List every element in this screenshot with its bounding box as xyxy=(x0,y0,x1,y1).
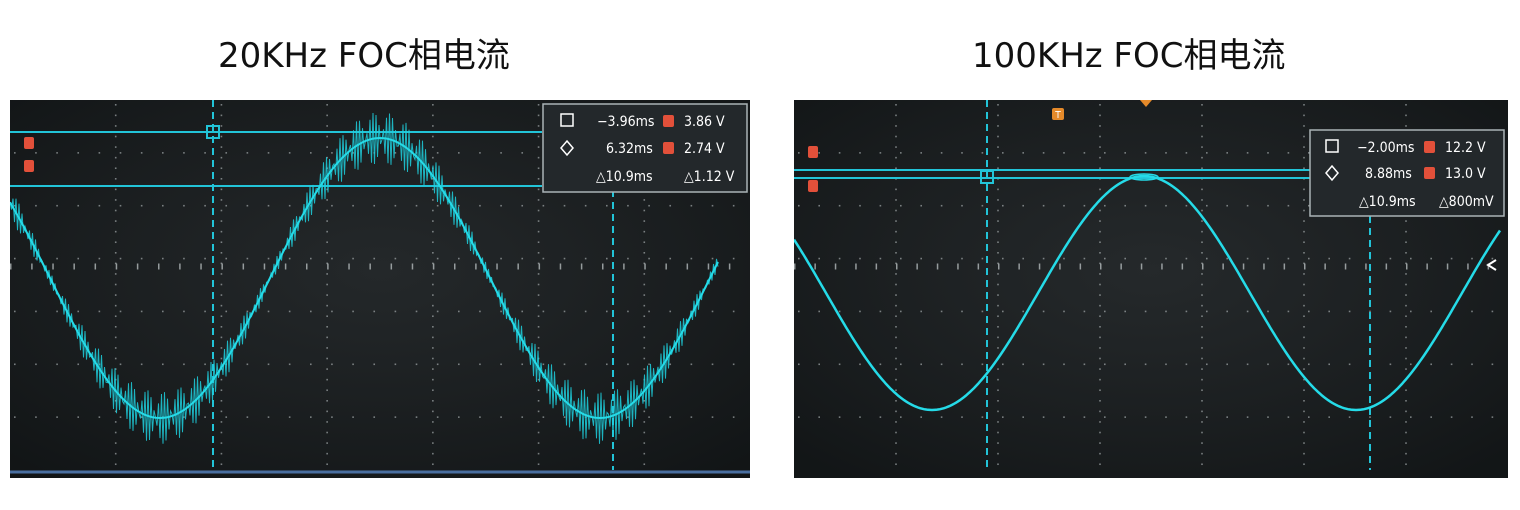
scope-plot-100khz: T −2.00ms 12.2 V 8.88ms 13.0 V △10.9ms △… xyxy=(794,100,1508,478)
level-arrow-icon xyxy=(1486,259,1497,271)
diamond-cursor-icon xyxy=(560,139,574,157)
readout-dv: △800mV xyxy=(1439,194,1494,210)
cursor-readout-box: −2.00ms 12.2 V 8.88ms 13.0 V △10.9ms △80… xyxy=(1309,129,1505,217)
diamond-cursor-icon xyxy=(1325,164,1339,182)
readout-v1: 3.86 V xyxy=(684,114,725,130)
cursor-handle-icon[interactable] xyxy=(206,125,220,139)
channel-marker-icon xyxy=(808,146,818,192)
readout-t2: 6.32ms xyxy=(606,141,653,157)
waveform-ripple xyxy=(10,112,719,444)
scope-plot-20khz: −3.96ms 3.86 V 6.32ms 2.74 V △10.9ms △1.… xyxy=(10,100,750,478)
readout-dt: △10.9ms xyxy=(596,169,653,185)
cursor-handle-icon[interactable] xyxy=(980,170,994,184)
readout-v1: 12.2 V xyxy=(1445,140,1486,156)
waveform-trace xyxy=(794,174,1502,412)
square-cursor-icon xyxy=(1325,139,1339,153)
oscilloscope-screen-20khz: −3.96ms 3.86 V 6.32ms 2.74 V △10.9ms △1.… xyxy=(10,100,750,478)
readout-t1: −3.96ms xyxy=(597,114,654,130)
readout-t2: 8.88ms xyxy=(1365,166,1412,182)
panel-title-100khz: 100KHz FOC相电流 xyxy=(972,36,1286,76)
square-cursor-icon xyxy=(560,113,574,127)
oscilloscope-screen-100khz: T −2.00ms 12.2 V 8.88ms 13.0 V △10.9ms △… xyxy=(794,100,1508,478)
readout-dv: △1.12 V xyxy=(684,169,735,185)
trigger-marker-icon: T xyxy=(1052,100,1152,121)
cursor-readout-box: −3.96ms 3.86 V 6.32ms 2.74 V △10.9ms △1.… xyxy=(542,103,748,193)
channel-marker-icon xyxy=(24,137,34,172)
svg-text:T: T xyxy=(1054,110,1061,121)
readout-v2: 2.74 V xyxy=(684,141,725,157)
waveform-trace xyxy=(10,136,719,420)
readout-v2: 13.0 V xyxy=(1445,166,1486,182)
readout-dt: △10.9ms xyxy=(1359,194,1416,210)
readout-t1: −2.00ms xyxy=(1357,140,1414,156)
panel-title-20khz: 20KHz FOC相电流 xyxy=(218,36,510,76)
